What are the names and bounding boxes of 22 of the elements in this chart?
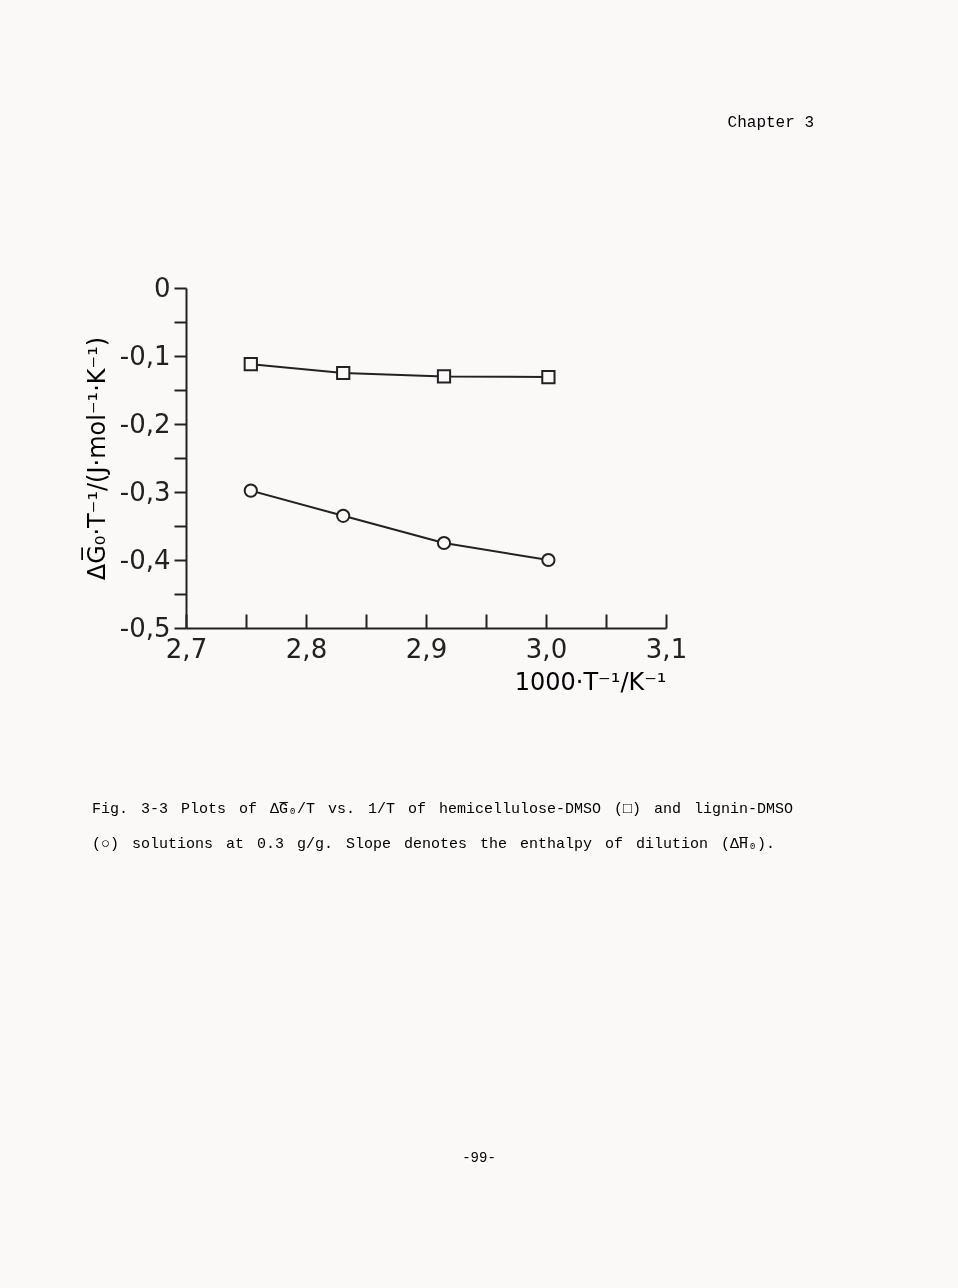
x-tick-label: 3,1 xyxy=(645,633,688,664)
text: -99- xyxy=(461,1150,497,1166)
y-axis-title: ΔG̅₀·T⁻¹/(J·mol⁻¹·K⁻¹) xyxy=(81,336,111,581)
x-tick-label: 2,9 xyxy=(405,633,448,664)
point xyxy=(436,535,452,551)
point xyxy=(541,552,556,568)
y-tick-label: -0,3 xyxy=(119,476,171,507)
y-tick-label: -0,4 xyxy=(119,544,171,575)
y-tick-label: 0 xyxy=(153,272,171,303)
point xyxy=(336,365,351,381)
point xyxy=(541,369,556,385)
x-tick-label: 3,0 xyxy=(525,633,568,664)
point xyxy=(336,508,351,523)
x-tick-label: 2,8 xyxy=(285,633,328,664)
text: Chapter 3 xyxy=(727,114,814,132)
point xyxy=(436,369,452,384)
y-tick-label: -0,1 xyxy=(119,340,171,371)
y-tick-label: -0,2 xyxy=(119,408,171,439)
x-axis-title: 1000·T⁻¹/K⁻¹ xyxy=(514,667,667,696)
point xyxy=(243,483,258,498)
text: Fig. 3-3 Plots of ΔG̅₀/T vs. 1/T of hemicellulose-DMSO (□) and lignin-DMSO (○) solutions at 0.3 g/g. Slope denotes the enthalpy of dilution (ΔH̅₀). xyxy=(92,801,794,853)
point xyxy=(243,357,258,372)
